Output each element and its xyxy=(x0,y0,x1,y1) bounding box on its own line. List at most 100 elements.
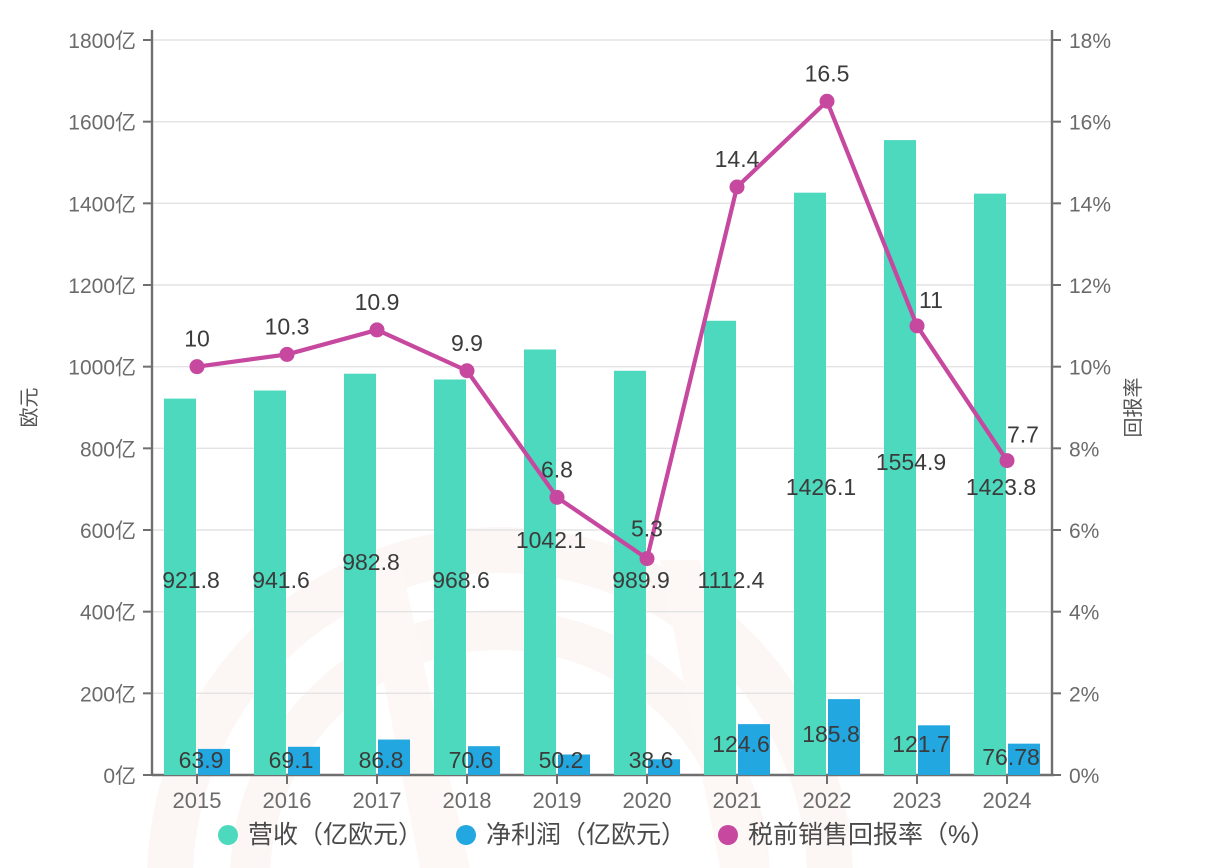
y-axis-right-tick-label: 0% xyxy=(1069,765,1099,788)
rate-point xyxy=(909,318,925,334)
rate-point xyxy=(639,551,655,567)
bar-profit-label: 185.8 xyxy=(802,721,860,747)
legend-marker-1[interactable] xyxy=(456,825,476,845)
y-axis-right-title: 回报率 xyxy=(1122,378,1145,438)
rate-point xyxy=(999,453,1015,469)
bar-revenue xyxy=(524,349,556,775)
bar-profit xyxy=(468,746,500,775)
legend-label-2[interactable]: 税前销售回报率（%） xyxy=(748,821,995,849)
rate-point-label: 16.5 xyxy=(805,60,850,86)
y-axis-right-tick-label: 14% xyxy=(1069,193,1111,216)
rate-point-label: 10 xyxy=(184,326,210,352)
bar-revenue xyxy=(344,373,376,775)
legend-marker-2[interactable] xyxy=(718,825,738,845)
bar-revenue xyxy=(974,193,1006,776)
bar-profit-label: 69.1 xyxy=(269,747,314,773)
y-axis-left-tick-label: 1000亿 xyxy=(68,357,136,380)
bar-revenue xyxy=(614,370,646,775)
rate-point xyxy=(459,363,475,379)
y-axis-right-tick-label: 18% xyxy=(1069,30,1111,53)
y-axis-left xyxy=(143,30,154,776)
bar-profit-label: 70.6 xyxy=(449,747,494,773)
y-axis-left-title: 欧元 xyxy=(18,388,41,428)
rate-point xyxy=(189,359,205,375)
rate-point xyxy=(729,179,745,195)
y-axis-right xyxy=(1050,30,1061,776)
bar-profit xyxy=(288,746,320,775)
bar-profit-label: 86.8 xyxy=(359,747,404,773)
rate-point-label: 7.7 xyxy=(1007,422,1039,448)
bar-revenue-label: 968.6 xyxy=(432,567,490,593)
rate-point-label: 10.3 xyxy=(265,313,310,339)
y-axis-right-tick-label: 8% xyxy=(1069,438,1099,461)
bar-revenue xyxy=(884,140,916,775)
x-axis-tick-label: 2022 xyxy=(803,788,852,813)
rate-point-label: 9.9 xyxy=(451,330,483,356)
y-axis-right-tick-label: 2% xyxy=(1069,683,1099,706)
y-axis-left-tick-label: 1200亿 xyxy=(68,275,136,298)
x-axis-tick-label: 2024 xyxy=(983,788,1032,813)
bar-revenue-label: 1423.8 xyxy=(966,474,1036,500)
bar-profit xyxy=(648,759,680,775)
bar-revenue-label: 1426.1 xyxy=(786,474,856,500)
bar-revenue-label: 1554.9 xyxy=(876,449,946,475)
x-axis-tick-label: 2021 xyxy=(713,788,762,813)
watermark-glyph xyxy=(360,560,470,868)
y-axis-left-tick-label: 600亿 xyxy=(80,520,136,543)
bar-revenue xyxy=(704,320,736,775)
rate-point-label: 11 xyxy=(919,287,943,313)
rate-point xyxy=(369,322,385,338)
bar-revenue-label: 989.9 xyxy=(612,567,670,593)
rate-line xyxy=(194,99,1010,561)
x-axis-tick-label: 2016 xyxy=(263,788,312,813)
rate-point xyxy=(279,346,295,362)
y-axis-left-tick-label: 200亿 xyxy=(80,683,136,706)
bar-profit-label: 38.6 xyxy=(629,747,674,773)
rate-point xyxy=(549,489,565,505)
y-axis-right-tick-label: 4% xyxy=(1069,602,1099,625)
bar-revenue xyxy=(794,192,826,775)
bar-profit-label: 124.6 xyxy=(712,731,770,757)
x-axis-tick-label: 2020 xyxy=(623,788,672,813)
rate-point-label: 5.3 xyxy=(631,516,663,542)
bar-revenue-label: 941.6 xyxy=(252,567,310,593)
x-axis-tick-label: 2017 xyxy=(353,788,402,813)
y-axis-left-tick-label: 1400亿 xyxy=(68,193,136,216)
y-axis-left-tick-label: 0亿 xyxy=(103,765,136,788)
bar-profit xyxy=(738,724,770,775)
bar-profit xyxy=(828,699,860,775)
y-axis-left-tick-label: 1600亿 xyxy=(68,112,136,135)
bar-revenue-label: 921.8 xyxy=(162,567,220,593)
x-axis-tick-label: 2018 xyxy=(443,788,492,813)
bar-profit xyxy=(1008,743,1040,775)
x-axis-tick-label: 2019 xyxy=(533,788,582,813)
x-axis xyxy=(152,773,1054,784)
x-axis-tick-label: 2023 xyxy=(893,788,942,813)
bar-revenue-label: 1042.1 xyxy=(516,527,586,553)
legend-label-0[interactable]: 营收（亿欧元） xyxy=(248,821,423,849)
rate-point-label: 14.4 xyxy=(715,146,760,172)
bar-profit xyxy=(198,748,230,775)
x-axis-tick-label: 2015 xyxy=(173,788,222,813)
y-axis-right-tick-label: 6% xyxy=(1069,520,1099,543)
y-axis-left-tick-label: 400亿 xyxy=(80,602,136,625)
y-axis-right-tick-label: 16% xyxy=(1069,112,1111,135)
bar-profit-label: 121.7 xyxy=(892,731,950,757)
y-axis-right-tick-label: 10% xyxy=(1069,357,1111,380)
bar-revenue xyxy=(434,379,466,775)
watermark-arc xyxy=(230,610,770,868)
bar-profit-label: 50.2 xyxy=(539,747,584,773)
bar-profit xyxy=(918,725,950,775)
bar-profit xyxy=(558,754,590,775)
legend-label-1[interactable]: 净利润（亿欧元） xyxy=(486,821,686,849)
watermark-arc xyxy=(147,527,853,868)
legend-marker-0[interactable] xyxy=(218,825,238,845)
bars-group xyxy=(164,140,1040,776)
bar-profit-label: 63.9 xyxy=(179,747,224,773)
bar-revenue-label: 1112.4 xyxy=(698,567,765,593)
bar-revenue xyxy=(164,398,196,775)
y-axis-left-tick-label: 800亿 xyxy=(80,438,136,461)
bar-revenue-label: 982.8 xyxy=(342,549,400,575)
y-axis-right-tick-label: 12% xyxy=(1069,275,1111,298)
